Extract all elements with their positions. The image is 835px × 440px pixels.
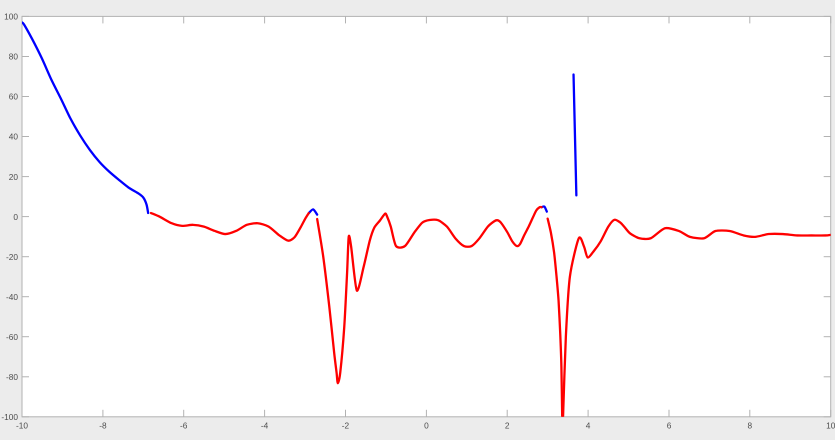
svg-text:-40: -40 [6,292,18,302]
svg-text:-6: -6 [180,420,188,430]
svg-text:-100: -100 [1,412,18,422]
svg-text:4: 4 [586,420,591,430]
svg-text:40: 40 [9,132,19,142]
svg-text:0: 0 [13,212,18,222]
svg-text:8: 8 [747,420,752,430]
svg-text:-80: -80 [6,372,18,382]
svg-text:2: 2 [505,420,510,430]
svg-text:-60: -60 [6,332,18,342]
svg-text:-4: -4 [261,420,269,430]
svg-text:80: 80 [9,52,19,62]
svg-text:10: 10 [826,420,835,430]
svg-text:-8: -8 [99,420,107,430]
svg-text:60: 60 [9,92,19,102]
svg-text:6: 6 [667,420,672,430]
svg-text:20: 20 [9,172,19,182]
svg-text:100: 100 [4,12,18,22]
svg-text:-20: -20 [6,252,18,262]
svg-text:-2: -2 [342,420,350,430]
svg-text:0: 0 [424,420,429,430]
